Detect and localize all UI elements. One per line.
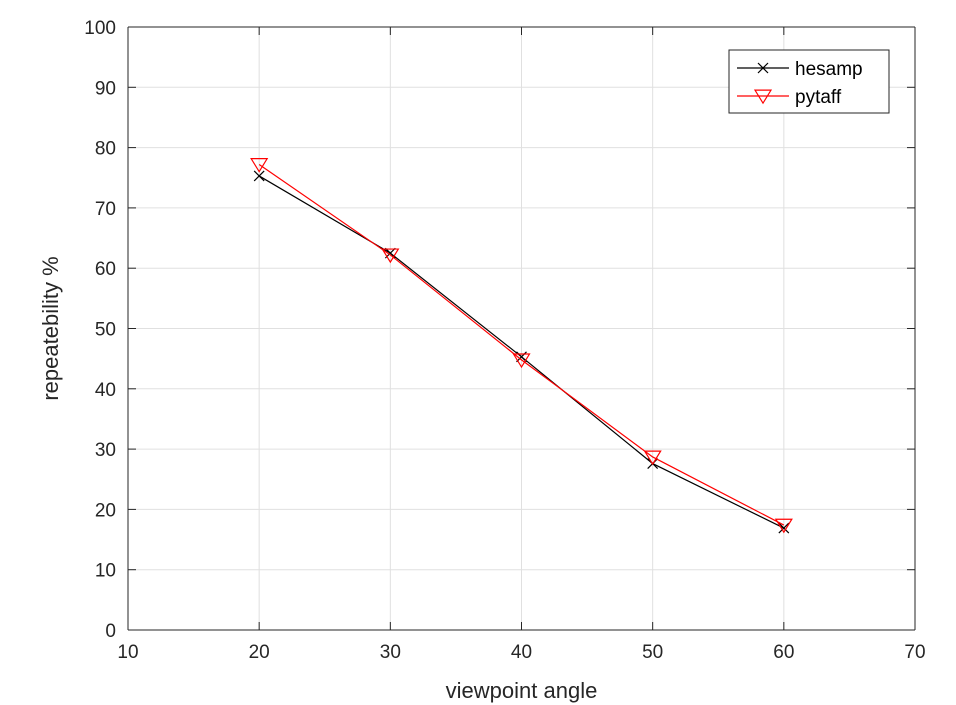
legend-box — [728, 49, 890, 114]
x-axis-title: viewpoint angle — [446, 678, 598, 703]
x-tick-label: 10 — [117, 642, 138, 663]
x-tick-label: 60 — [773, 642, 794, 663]
y-tick-label: 30 — [95, 440, 116, 461]
marker-stroke — [778, 522, 790, 534]
x-tick-label: 30 — [380, 642, 401, 663]
series-pytaff — [250, 158, 793, 534]
y-tick-label: 20 — [95, 500, 116, 521]
legend-swatch-marker — [753, 89, 773, 105]
y-tick-label: 70 — [95, 199, 116, 220]
series-line-pytaff — [258, 163, 785, 526]
y-tick-label: 50 — [95, 320, 116, 341]
data-point-pytaff — [250, 158, 269, 173]
legend-label: hesamp — [795, 59, 863, 80]
marker-stroke — [757, 62, 769, 74]
y-tick-label: 80 — [95, 139, 116, 160]
data-point-pytaff — [381, 248, 400, 264]
y-tick-label: 40 — [95, 380, 116, 401]
data-point-hesamp — [778, 522, 790, 534]
series-group — [250, 158, 793, 534]
y-axis-title: repeatebility % — [38, 256, 63, 400]
legend-item-hesamp: hesamp — [737, 59, 863, 80]
x-tick-label: 40 — [511, 642, 532, 663]
y-tick-label: 100 — [84, 18, 116, 39]
series-hesamp — [253, 170, 790, 534]
marker-stroke — [253, 170, 265, 182]
x-tick-label: 70 — [904, 642, 925, 663]
legend-label: pytaff — [795, 87, 842, 108]
y-tick-label: 10 — [95, 561, 116, 582]
x-tick-label: 50 — [642, 642, 663, 663]
data-point-hesamp — [253, 170, 265, 182]
legend-item-pytaff: pytaff — [737, 87, 842, 108]
legend-swatch-marker — [757, 62, 769, 74]
y-tick-label: 60 — [95, 259, 116, 280]
y-tick-label: 0 — [105, 621, 116, 642]
grid — [128, 27, 915, 630]
axes — [127, 26, 916, 631]
y-tick-label: 90 — [95, 78, 116, 99]
data-point-pytaff — [512, 353, 531, 369]
x-tick-label: 20 — [249, 642, 270, 663]
data-point-pytaff — [774, 518, 793, 534]
legend: hesamp pytaff — [728, 49, 890, 114]
data-point-pytaff — [643, 450, 662, 466]
